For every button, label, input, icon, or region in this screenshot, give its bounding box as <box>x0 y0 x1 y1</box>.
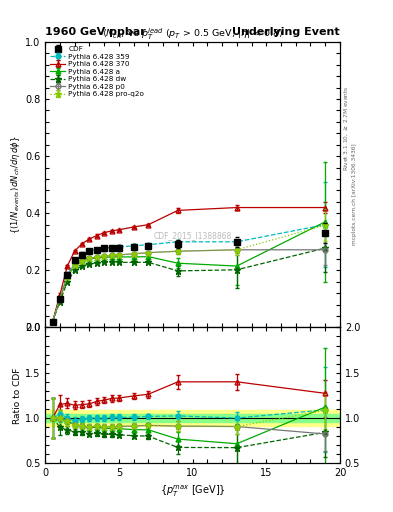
Text: Underlying Event: Underlying Event <box>232 27 340 37</box>
Bar <box>45 410 340 426</box>
Text: Rivet 3.1.10, $\geq$ 2.7M events: Rivet 3.1.10, $\geq$ 2.7M events <box>343 85 350 171</box>
Text: mcplots.cern.ch [arXiv:1306.3436]: mcplots.cern.ch [arXiv:1306.3436] <box>352 144 357 245</box>
Y-axis label: Ratio to CDF: Ratio to CDF <box>13 367 22 423</box>
Y-axis label: $\{(1/N_{events})\,dN_{ch}/d\eta\,d\phi\}$: $\{(1/N_{events})\,dN_{ch}/d\eta\,d\phi\… <box>9 136 22 234</box>
Legend: CDF, Pythia 6.428 359, Pythia 6.428 370, Pythia 6.428 a, Pythia 6.428 dw, Pythia: CDF, Pythia 6.428 359, Pythia 6.428 370,… <box>48 45 146 99</box>
Text: 1960 GeV ppbar: 1960 GeV ppbar <box>45 27 146 37</box>
X-axis label: $\{p_T^{max}$ [GeV]$\}$: $\{p_T^{max}$ [GeV]$\}$ <box>160 484 226 499</box>
Text: CDF_2015_I1388868: CDF_2015_I1388868 <box>153 231 232 241</box>
Bar <box>45 414 340 422</box>
Title: $\langle N_{ch}\rangle$ vs $p_T^{lead}$ ($p_T$ > 0.5 GeV, $|\eta|$ < 0.8): $\langle N_{ch}\rangle$ vs $p_T^{lead}$ … <box>102 27 283 42</box>
